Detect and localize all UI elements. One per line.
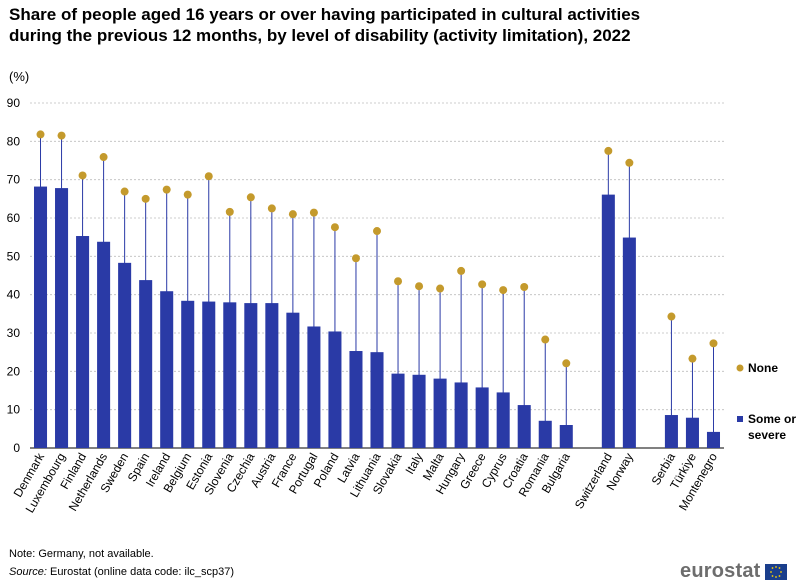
dot-none — [436, 284, 445, 293]
x-axis-ticks: DenmarkLuxembourgFinlandNetherlandsSwede… — [11, 450, 721, 516]
source-detail: Eurostat (online data code: ilc_scp37) — [46, 566, 235, 578]
logo-text: eurostat — [680, 560, 761, 582]
eurostat-logo: eurostat — [680, 560, 787, 583]
y-tick-label: 30 — [7, 326, 21, 340]
source-label: Source: — [9, 566, 47, 578]
dot-none — [246, 193, 255, 202]
eu-flag-icon — [764, 563, 787, 580]
dot-none — [57, 131, 66, 140]
dot-none — [478, 280, 487, 289]
legend: None Some or severe — [736, 361, 796, 442]
dot-none — [78, 171, 87, 180]
dots — [36, 130, 718, 368]
dot-none — [36, 130, 45, 139]
y-axis-unit: (%) — [9, 69, 30, 84]
y-tick-label: 40 — [7, 288, 21, 302]
dot-none — [667, 312, 676, 321]
dot-none — [394, 277, 403, 286]
dot-none — [183, 190, 192, 199]
dot-none — [520, 283, 529, 291]
dot-none — [351, 254, 360, 263]
dot-none — [541, 335, 550, 344]
dot-none — [625, 158, 634, 167]
dot-none — [120, 187, 129, 196]
dot-none — [99, 153, 108, 162]
dot-none — [288, 210, 297, 219]
dot-none — [373, 227, 381, 236]
dot-none — [225, 207, 234, 216]
y-tick-label: 70 — [7, 173, 21, 187]
dot-none — [204, 172, 213, 181]
source-text: Source: Eurostat (online data code: ilc_… — [9, 566, 234, 578]
stems — [40, 134, 714, 448]
dot-none — [330, 223, 339, 232]
dot-none — [604, 146, 613, 155]
dot-none — [415, 282, 424, 291]
dot-none — [309, 208, 318, 217]
dot-none — [267, 204, 276, 213]
y-tick-label: 60 — [7, 211, 21, 225]
legend-label-some-or-severe: Some or severe — [748, 412, 796, 442]
legend-dot-none-icon — [736, 364, 744, 372]
y-tick-label: 10 — [7, 403, 21, 417]
dot-none — [709, 339, 718, 348]
dot-none — [688, 354, 697, 363]
y-axis-ticks: 0 10 20 30 40 50 60 70 80 90 — [7, 96, 21, 455]
note-text: Note: Germany, not available. — [9, 548, 154, 560]
dot-none — [141, 194, 150, 203]
dot-none — [499, 286, 508, 295]
y-tick-label: 80 — [7, 134, 21, 148]
dot-none — [562, 359, 571, 368]
legend-bar-some-or-severe-icon — [737, 416, 743, 422]
legend-label-none: None — [748, 361, 778, 375]
dot-none — [162, 185, 171, 194]
y-tick-label: 20 — [7, 364, 21, 378]
chart-svg: 0 10 20 30 40 50 60 70 80 90 DenmarkLuxembourgFin… — [7, 96, 797, 516]
chart-title: Share of people aged 16 years or over ha… — [9, 5, 641, 45]
y-tick-label: 90 — [7, 96, 21, 110]
dot-none — [457, 266, 466, 275]
y-tick-label: 50 — [7, 249, 21, 263]
y-tick-label: 0 — [13, 441, 20, 455]
